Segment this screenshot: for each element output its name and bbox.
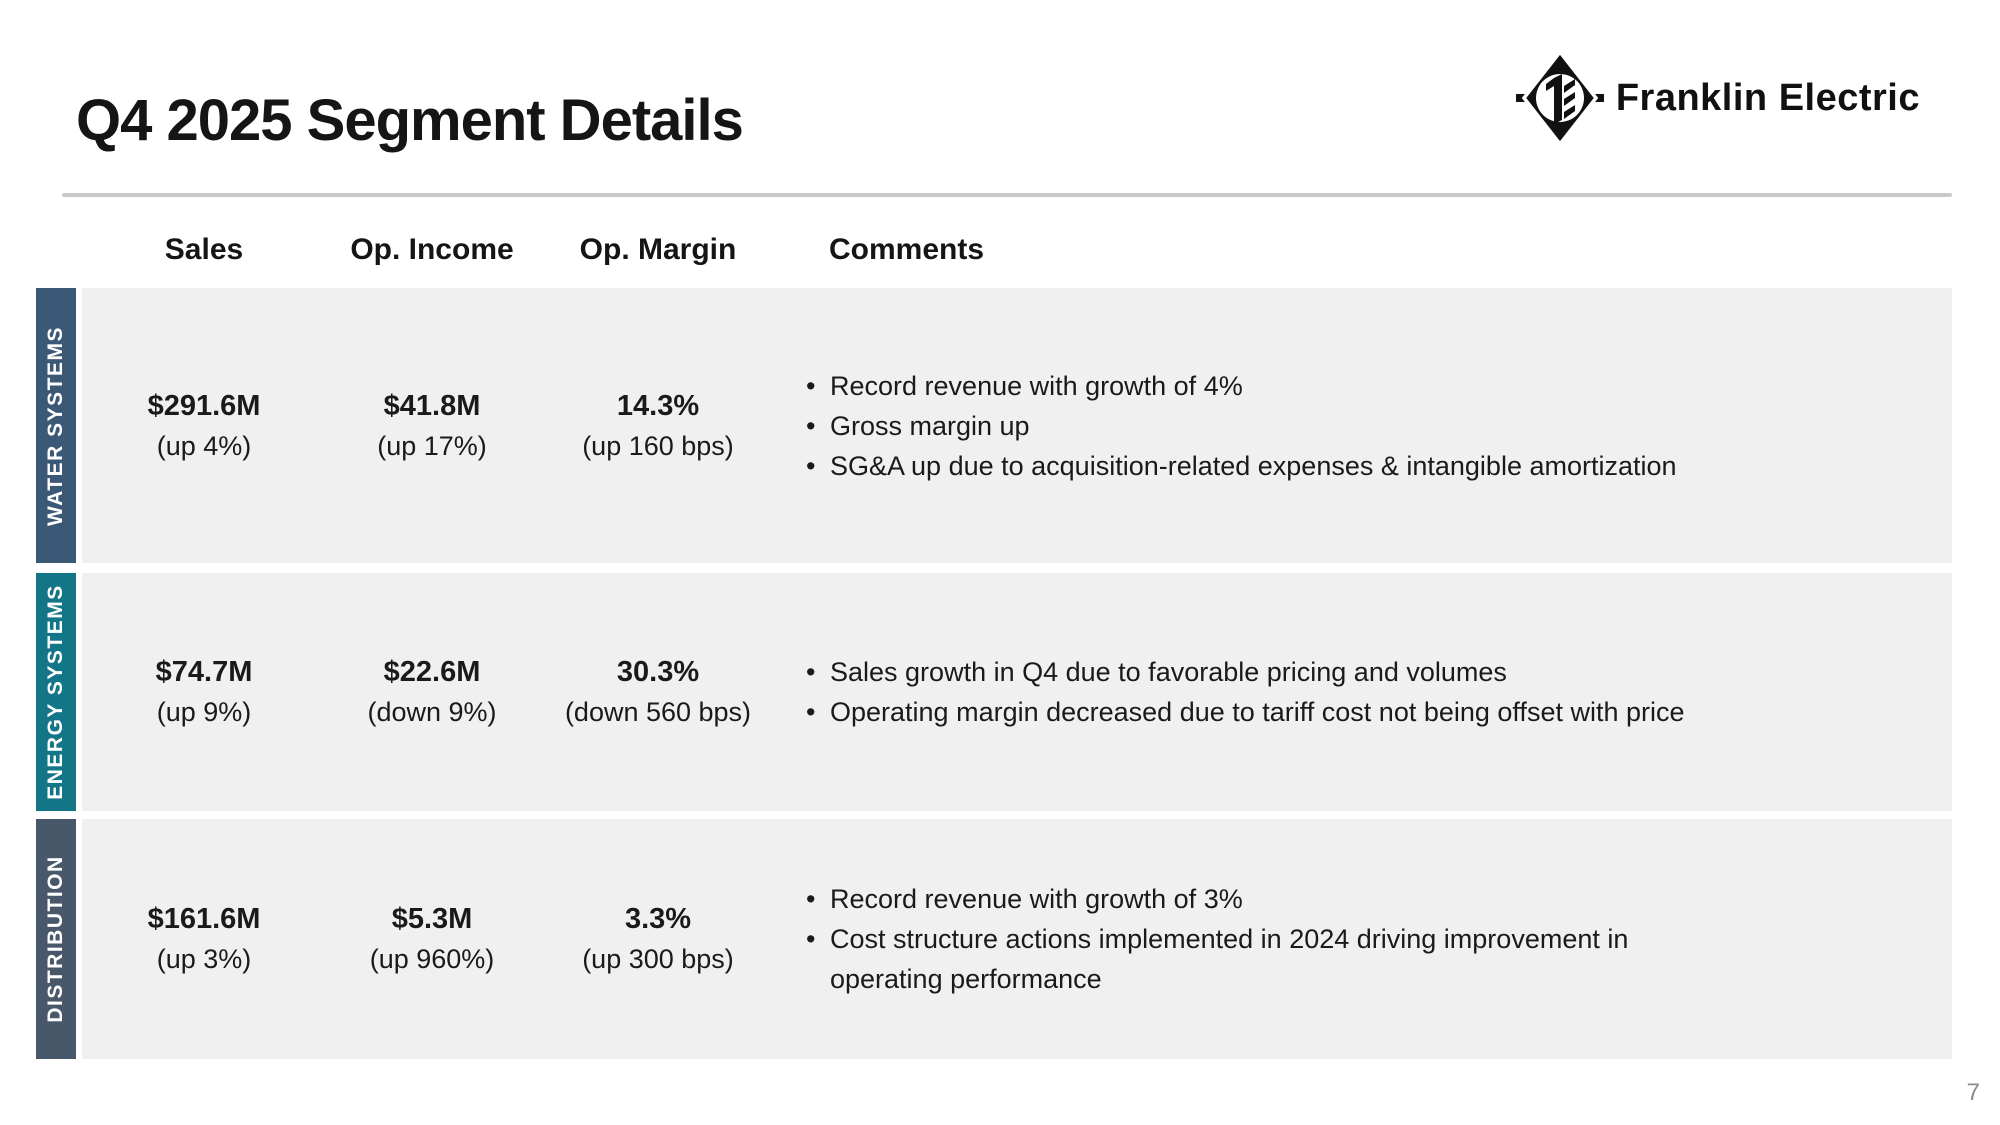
op-income-change: (down 9%) (367, 697, 497, 728)
op-income-cell: $22.6M (down 9%) (326, 654, 538, 730)
sales-cell: $161.6M (up 3%) (82, 901, 326, 977)
segment-row-water-systems: WATER SYSTEMS $291.6M (up 4%) $41.8M (up… (36, 288, 1952, 563)
column-header-op-income: Op. Income (350, 233, 514, 266)
sales-change: (up 9%) (156, 697, 252, 728)
op-income-value: $22.6M (383, 656, 481, 688)
sales-cell: $291.6M (up 4%) (82, 388, 326, 464)
comments-list: Record revenue with growth of 4% Gross m… (804, 366, 1892, 486)
comments-cell: Record revenue with growth of 3% Cost st… (778, 879, 1952, 999)
op-margin-change: (down 560 bps) (564, 697, 752, 728)
op-margin-cell: 14.3% (up 160 bps) (538, 388, 778, 464)
op-margin-cell: 3.3% (up 300 bps) (538, 901, 778, 977)
sales-value: $161.6M (147, 903, 261, 935)
segment-row-distribution: DISTRIBUTION $161.6M (up 3%) $5.3M (up 9… (36, 819, 1952, 1059)
column-header-comments: Comments (829, 233, 985, 266)
op-income-change: (up 17%) (377, 430, 487, 461)
brand-logo: Franklin Electric (1515, 46, 1920, 150)
segment-content: $74.7M (up 9%) $22.6M (down 9%) 30.3% (d… (82, 573, 1952, 811)
op-income-cell: $5.3M (up 960%) (326, 901, 538, 977)
page-title: Q4 2025 Segment Details (76, 88, 744, 153)
segment-tab-label: DISTRIBUTION (44, 855, 67, 1023)
comments-cell: Sales growth in Q4 due to favorable pric… (778, 652, 1952, 732)
franklin-electric-logo-icon (1515, 49, 1604, 147)
op-income-value: $5.3M (391, 903, 473, 935)
sales-change: (up 3%) (156, 944, 252, 975)
comment-item: Gross margin up (804, 406, 1892, 446)
comment-item: Record revenue with growth of 3% (804, 879, 1892, 919)
comment-item: Operating margin decreased due to tariff… (804, 692, 1892, 732)
brand-name: Franklin Electric (1615, 76, 1920, 119)
op-margin-change: (up 300 bps) (582, 944, 734, 975)
sales-value: $74.7M (155, 656, 253, 688)
comments-list: Sales growth in Q4 due to favorable pric… (804, 652, 1892, 732)
segment-tab-label: WATER SYSTEMS (44, 325, 67, 526)
op-income-cell: $41.8M (up 17%) (326, 388, 538, 464)
column-header-op-margin: Op. Margin (579, 233, 737, 266)
segment-tab-distribution: DISTRIBUTION (36, 819, 76, 1059)
op-margin-cell: 30.3% (down 560 bps) (538, 654, 778, 730)
title-divider (62, 193, 1952, 197)
segment-tab-label: ENERGY SYSTEMS (44, 584, 67, 800)
segment-tab-water-systems: WATER SYSTEMS (36, 288, 76, 563)
op-margin-change: (up 160 bps) (582, 430, 734, 461)
comments-list: Record revenue with growth of 3% Cost st… (804, 879, 1892, 999)
segment-tab-energy-systems: ENERGY SYSTEMS (36, 573, 76, 811)
segment-content: $291.6M (up 4%) $41.8M (up 17%) 14.3% (u… (82, 288, 1952, 563)
op-income-value: $41.8M (383, 389, 481, 422)
comment-item: SG&A up due to acquisition-related expen… (804, 446, 1892, 486)
comment-item: Sales growth in Q4 due to favorable pric… (804, 652, 1892, 692)
sales-cell: $74.7M (up 9%) (82, 654, 326, 730)
sales-change: (up 4%) (156, 430, 252, 461)
op-margin-value: 3.3% (624, 903, 692, 935)
table-header-row: Sales Op. Income Op. Margin Comments (82, 226, 1952, 274)
segment-content: $161.6M (up 3%) $5.3M (up 960%) 3.3% (up… (82, 819, 1952, 1059)
segment-row-energy-systems: ENERGY SYSTEMS $74.7M (up 9%) $22.6M (do… (36, 573, 1952, 811)
comments-cell: Record revenue with growth of 4% Gross m… (778, 366, 1952, 486)
op-margin-value: 30.3% (616, 656, 700, 688)
op-margin-value: 14.3% (616, 389, 700, 422)
page-number: 7 (1966, 1079, 1980, 1106)
op-income-change: (up 960%) (369, 944, 495, 975)
sales-value: $291.6M (147, 389, 261, 422)
comment-item: Record revenue with growth of 4% (804, 366, 1892, 406)
column-header-sales: Sales (164, 233, 244, 266)
comment-item: Cost structure actions implemented in 20… (804, 919, 1892, 999)
